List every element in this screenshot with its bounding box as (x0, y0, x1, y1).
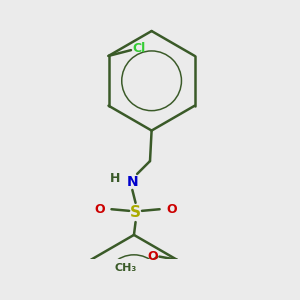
Text: N: N (127, 175, 138, 189)
Text: O: O (94, 203, 105, 216)
Text: O: O (148, 250, 158, 263)
Text: H: H (110, 172, 120, 184)
Text: S: S (130, 205, 141, 220)
Text: Cl: Cl (132, 42, 145, 55)
Text: O: O (166, 203, 177, 216)
Text: CH₃: CH₃ (115, 263, 137, 273)
